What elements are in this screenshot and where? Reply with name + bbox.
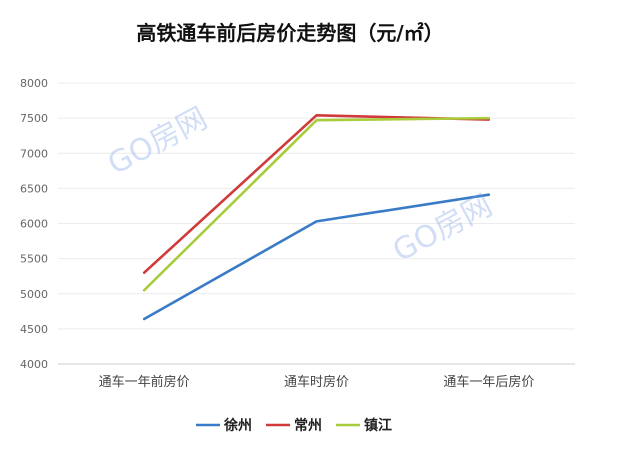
y-tick-label: 7000 xyxy=(20,147,48,160)
x-tick-label: 通车一年后房价 xyxy=(443,374,534,390)
y-tick-label: 7500 xyxy=(20,112,48,125)
gridlines xyxy=(58,82,575,365)
legend-label: 常州 xyxy=(294,417,322,434)
legend-label: 镇江 xyxy=(364,417,392,434)
chart-title: 高铁通车前后房价走势图（元/㎡） xyxy=(136,21,443,45)
series-lines xyxy=(142,114,491,321)
y-tick-label: 4000 xyxy=(20,358,48,371)
y-tick-label: 4500 xyxy=(20,323,48,336)
y-tick-label: 6000 xyxy=(20,218,48,231)
x-tick-label: 通车一年前房价 xyxy=(99,374,190,390)
y-tick-label: 6500 xyxy=(20,182,48,195)
watermark-text: GO房网 xyxy=(387,188,498,269)
y-tick-label: 5000 xyxy=(20,288,48,301)
y-tick-label: 8000 xyxy=(20,77,48,90)
watermark-text: GO房网 xyxy=(102,101,213,182)
y-tick-label: 5500 xyxy=(20,253,48,266)
legend-label: 徐州 xyxy=(223,417,252,434)
series-line-镇江 xyxy=(142,116,491,292)
watermark: GO房网 GO房网 xyxy=(102,101,498,269)
x-axis-ticks: 通车一年前房价 通车时房价 通车一年后房价 xyxy=(99,374,535,390)
x-tick-label: 通车时房价 xyxy=(284,374,349,390)
y-axis-ticks: 4000 4500 5000 5500 6000 6500 7000 7500 8000 xyxy=(20,77,48,371)
legend: 徐州 常州 镇江 xyxy=(196,417,392,434)
